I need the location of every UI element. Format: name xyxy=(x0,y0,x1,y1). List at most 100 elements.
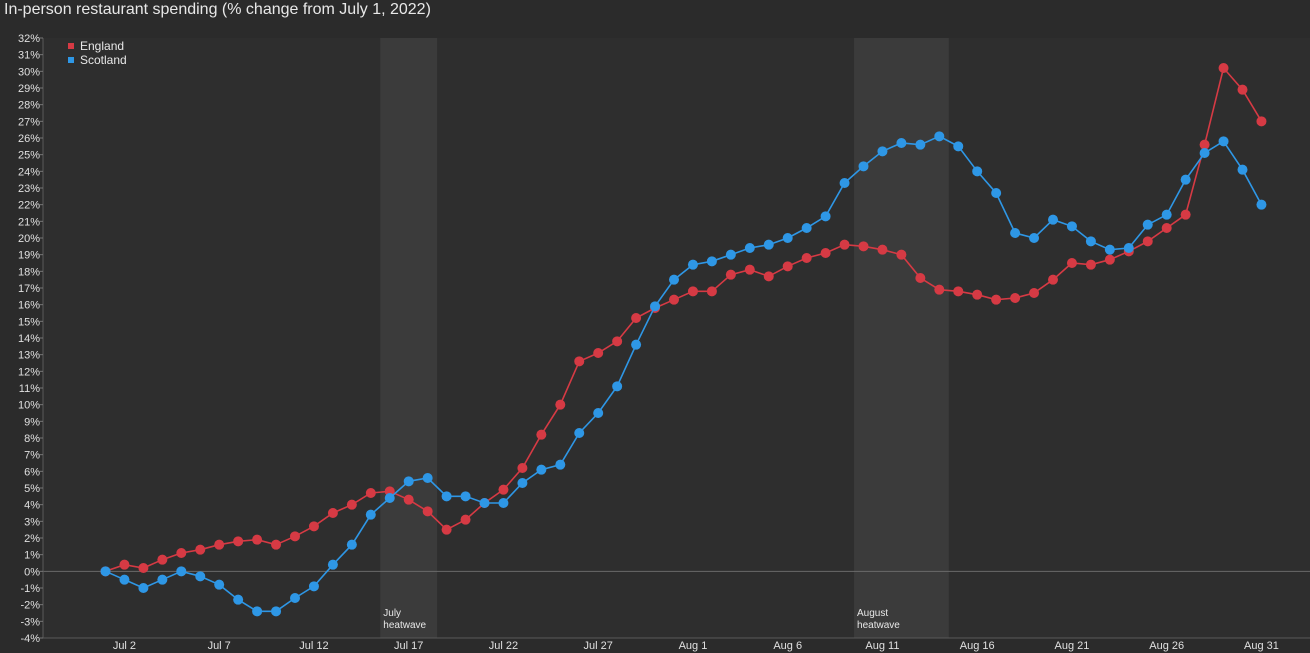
y-axis-ticks: -4% -3% -2% -1% 0% 1% 2% 3% 4% 5% 6% 7% 8% 9% 10% 11% 12… xyxy=(18,33,43,645)
scotland-point xyxy=(365,509,376,520)
y-tick-label: 18% xyxy=(18,266,40,278)
england-point xyxy=(327,508,338,518)
y-tick-label: 29% xyxy=(18,83,40,95)
chart-title: In-person restaurant spending (% change … xyxy=(4,1,431,18)
scotland-point xyxy=(858,161,869,172)
y-tick-label: 24% xyxy=(18,166,40,178)
england-point xyxy=(1010,293,1021,303)
england-point xyxy=(271,539,282,550)
y-tick-label: 2% xyxy=(24,533,40,545)
england-point xyxy=(991,294,1002,305)
scotland-point xyxy=(1048,214,1058,225)
england-point xyxy=(460,514,471,525)
scotland-point xyxy=(384,493,395,503)
y-tick-label: 10% xyxy=(18,400,40,412)
england-point xyxy=(233,536,244,547)
england-point xyxy=(631,313,642,323)
y-tick-label: 20% xyxy=(18,233,40,245)
england-point xyxy=(403,494,414,505)
england-point xyxy=(195,544,206,555)
plot-area xyxy=(43,38,1310,638)
scotland-point xyxy=(498,498,509,508)
scotland-point xyxy=(214,579,225,590)
scotland-point xyxy=(631,339,642,350)
x-tick-label: Jul 17 xyxy=(394,640,423,652)
england-point xyxy=(593,348,604,358)
y-tick-label: 13% xyxy=(18,350,40,362)
scotland-point xyxy=(782,233,793,243)
scotland-point xyxy=(176,566,187,577)
england-point xyxy=(422,506,433,517)
england-point xyxy=(346,499,357,510)
y-tick-label: 25% xyxy=(18,150,40,162)
england-point xyxy=(119,559,130,570)
series-scotland xyxy=(100,131,1267,617)
scotland-point xyxy=(953,141,964,152)
scotland-point xyxy=(271,606,282,617)
legend-label-scotland: Scotland xyxy=(80,53,127,67)
heatwave-band xyxy=(854,38,949,638)
scotland-point xyxy=(1256,199,1267,210)
y-tick-label: 31% xyxy=(18,50,40,62)
y-tick-label: 16% xyxy=(18,300,40,312)
y-tick-label: -3% xyxy=(20,616,40,628)
england-point xyxy=(555,399,566,410)
scotland-point xyxy=(896,138,907,148)
england-point xyxy=(763,271,774,282)
england-point xyxy=(934,284,945,295)
scotland-point xyxy=(763,239,774,250)
england-point xyxy=(915,273,926,283)
scotland-point xyxy=(1237,164,1248,175)
england-point xyxy=(801,253,812,263)
scotland-point xyxy=(1142,219,1153,230)
y-tick-label: 30% xyxy=(18,66,40,78)
x-tick-label: Aug 26 xyxy=(1149,640,1184,652)
england-point xyxy=(972,289,983,300)
scotland-point xyxy=(517,478,528,488)
x-tick-label: Aug 21 xyxy=(1055,640,1090,652)
scotland-point xyxy=(1199,148,1210,158)
x-tick-label: Aug 31 xyxy=(1244,640,1279,652)
england-point xyxy=(1256,116,1267,127)
y-tick-label: 28% xyxy=(18,100,40,112)
england-point xyxy=(877,244,888,255)
y-tick-label: -2% xyxy=(20,600,40,612)
y-tick-label: 6% xyxy=(24,466,40,478)
england-point xyxy=(498,484,509,495)
scotland-point xyxy=(233,594,244,605)
england-point xyxy=(820,248,831,258)
legend-marker-england xyxy=(68,43,74,49)
band-label-line: heatwave xyxy=(857,620,900,631)
scotland-point xyxy=(460,491,471,502)
band-label-line: heatwave xyxy=(383,620,426,631)
x-tick-label: Jul 22 xyxy=(489,640,518,652)
england-point xyxy=(706,286,717,297)
england-point xyxy=(1199,139,1210,150)
y-tick-label: 1% xyxy=(24,550,40,562)
england-point xyxy=(1161,223,1172,233)
scotland-point xyxy=(479,498,490,508)
y-tick-label: 26% xyxy=(18,133,40,145)
scotland-point xyxy=(403,476,414,487)
scotland-point xyxy=(1180,174,1191,185)
y-tick-label: 15% xyxy=(18,316,40,328)
scotland-point xyxy=(593,408,604,418)
england-point xyxy=(536,429,547,440)
england-point xyxy=(1048,274,1058,285)
y-tick-label: 11% xyxy=(19,383,40,395)
scotland-point xyxy=(934,131,945,142)
england-point xyxy=(669,294,679,305)
england-point xyxy=(308,521,319,532)
legend-label-england: England xyxy=(80,39,124,53)
y-tick-label: 27% xyxy=(18,116,40,128)
england-point xyxy=(441,524,452,535)
x-tick-label: Jul 2 xyxy=(113,640,136,652)
scotland-point xyxy=(650,301,661,312)
scotland-point xyxy=(138,583,149,593)
scotland-point xyxy=(915,139,926,150)
england-point xyxy=(574,356,585,367)
england-point xyxy=(725,269,736,280)
england-point xyxy=(858,241,869,252)
england-point xyxy=(1085,259,1096,270)
